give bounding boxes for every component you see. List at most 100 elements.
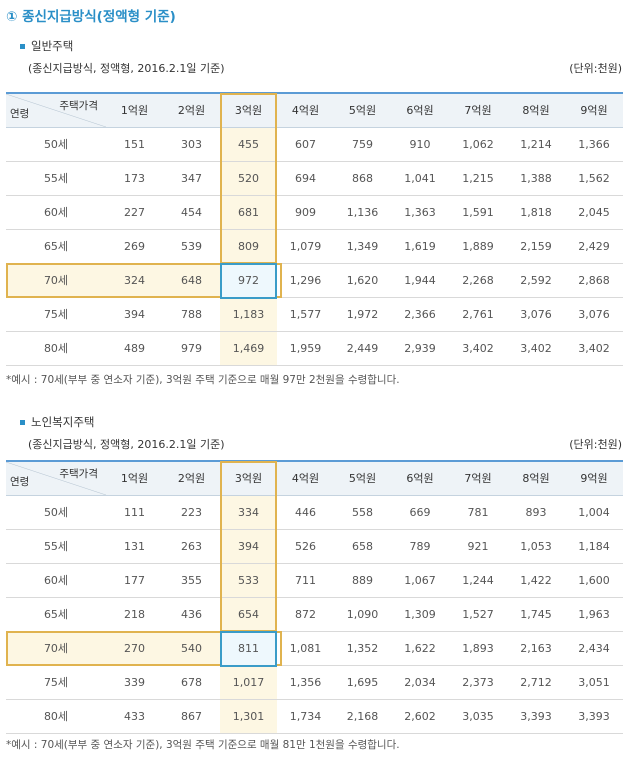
value-cell: 1,620 <box>334 263 391 298</box>
value-cell: 1,244 <box>449 563 507 598</box>
value-cell: 533 <box>220 563 277 598</box>
value-cell: 1,356 <box>277 665 334 700</box>
value-cell: 334 <box>220 495 277 530</box>
value-cell: 681 <box>220 195 277 230</box>
value-cell: 1,734 <box>277 699 334 734</box>
value-cell: 1,090 <box>334 597 391 632</box>
value-cell: 2,366 <box>391 297 449 332</box>
section-heading-label: 노인복지주택 <box>31 415 95 429</box>
corner-bottom-label: 연령 <box>10 475 30 488</box>
value-cell: 921 <box>449 529 507 564</box>
corner-header: 주택가격 연령 <box>6 92 106 128</box>
value-cell: 893 <box>507 495 565 530</box>
value-cell: 2,163 <box>507 631 565 666</box>
value-cell: 1,972 <box>334 297 391 332</box>
value-cell: 218 <box>106 597 163 632</box>
value-cell: 347 <box>163 161 220 196</box>
value-cell: 151 <box>106 127 163 162</box>
value-cell: 2,449 <box>334 331 391 366</box>
bullet-icon <box>20 44 25 49</box>
value-cell: 540 <box>163 631 220 666</box>
value-cell: 3,402 <box>565 331 623 366</box>
value-cell: 2,761 <box>449 297 507 332</box>
value-cell: 979 <box>163 331 220 366</box>
value-cell: 1,296 <box>277 263 334 298</box>
age-cell: 80세 <box>6 699 106 734</box>
unit-label: (단위:천원) <box>569 62 622 75</box>
value-cell: 177 <box>106 563 163 598</box>
table-row: 50세 151 303 455 607 759 910 1,062 1,214 1,366 <box>6 127 623 162</box>
table-row: 80세 489 979 1,469 1,959 2,449 2,939 3,402 3,402 3… <box>6 331 623 366</box>
value-cell: 2,373 <box>449 665 507 700</box>
value-cell: 3,402 <box>449 331 507 366</box>
column-header: 3억원 <box>220 92 277 128</box>
age-cell: 55세 <box>6 529 106 564</box>
value-cell: 526 <box>277 529 334 564</box>
value-cell: 1,214 <box>507 127 565 162</box>
value-cell: 1,695 <box>334 665 391 700</box>
value-cell: 867 <box>163 699 220 734</box>
value-cell: 872 <box>277 597 334 632</box>
footnote: *예시 : 70세(부부 중 연소자 기준), 3억원 주택 기준으로 매월 9… <box>6 374 400 386</box>
value-cell: 1,081 <box>277 631 334 666</box>
table-note: (종신지급방식, 정액형, 2016.2.1일 기준) <box>28 62 225 75</box>
value-cell: 394 <box>220 529 277 564</box>
value-cell: 1,004 <box>565 495 623 530</box>
age-cell: 75세 <box>6 665 106 700</box>
value-cell: 2,592 <box>507 263 565 298</box>
table-row: 75세 339 678 1,017 1,356 1,695 2,034 2,373 2,712 3… <box>6 665 623 700</box>
value-cell: 607 <box>277 127 334 162</box>
value-cell: 558 <box>334 495 391 530</box>
table-row: 55세 173 347 520 694 868 1,041 1,215 1,388 1,562 <box>6 161 623 196</box>
highlight-cell: 811 <box>220 631 277 667</box>
value-cell: 1,053 <box>507 529 565 564</box>
payout-table: 주택가격 연령 1억원 2억원 3억원 4억원 5억원 6억원 7억원 8억원 9억원 50세 111 2… <box>6 460 623 734</box>
value-cell: 1,388 <box>507 161 565 196</box>
column-header: 9억원 <box>565 460 623 496</box>
column-header: 8억원 <box>507 460 565 496</box>
table-row: 50세 111 223 334 446 558 669 781 893 1,004 <box>6 495 623 530</box>
column-header: 6억원 <box>391 92 449 128</box>
value-cell: 433 <box>106 699 163 734</box>
value-cell: 1,041 <box>391 161 449 196</box>
value-cell: 2,602 <box>391 699 449 734</box>
age-cell: 55세 <box>6 161 106 196</box>
value-cell: 669 <box>391 495 449 530</box>
value-cell: 789 <box>391 529 449 564</box>
value-cell: 1,184 <box>565 529 623 564</box>
section-heading: 노인복지주택 <box>20 414 94 430</box>
value-cell: 1,215 <box>449 161 507 196</box>
value-cell: 3,393 <box>507 699 565 734</box>
value-cell: 1,363 <box>391 195 449 230</box>
age-cell: 80세 <box>6 331 106 366</box>
value-cell: 3,076 <box>565 297 623 332</box>
section-heading: 일반주택 <box>20 38 73 54</box>
header-row: 주택가격 연령 1억원 2억원 3억원 4억원 5억원 6억원 7억원 8억원 9억원 <box>6 460 623 496</box>
value-cell: 909 <box>277 195 334 230</box>
value-cell: 1,818 <box>507 195 565 230</box>
value-cell: 2,429 <box>565 229 623 264</box>
value-cell: 1,136 <box>334 195 391 230</box>
value-cell: 489 <box>106 331 163 366</box>
value-cell: 2,168 <box>334 699 391 734</box>
table-row: 60세 227 454 681 909 1,136 1,363 1,591 1,818 2,045 <box>6 195 623 230</box>
corner-top-label: 주택가격 <box>59 468 98 480</box>
value-cell: 1,619 <box>391 229 449 264</box>
value-cell: 2,045 <box>565 195 623 230</box>
value-cell: 910 <box>391 127 449 162</box>
value-cell: 1,527 <box>449 597 507 632</box>
value-cell: 3,035 <box>449 699 507 734</box>
value-cell: 324 <box>106 263 163 298</box>
value-cell: 2,034 <box>391 665 449 700</box>
column-header: 4억원 <box>277 460 334 496</box>
value-cell: 131 <box>106 529 163 564</box>
value-cell: 781 <box>449 495 507 530</box>
value-cell: 1,963 <box>565 597 623 632</box>
value-cell: 1,577 <box>277 297 334 332</box>
column-header: 2억원 <box>163 460 220 496</box>
value-cell: 1,349 <box>334 229 391 264</box>
age-cell: 65세 <box>6 597 106 632</box>
value-cell: 539 <box>163 229 220 264</box>
table-row: 70세2705408111,0811,3521,6221,8932,1632,4… <box>6 631 623 666</box>
value-cell: 694 <box>277 161 334 196</box>
